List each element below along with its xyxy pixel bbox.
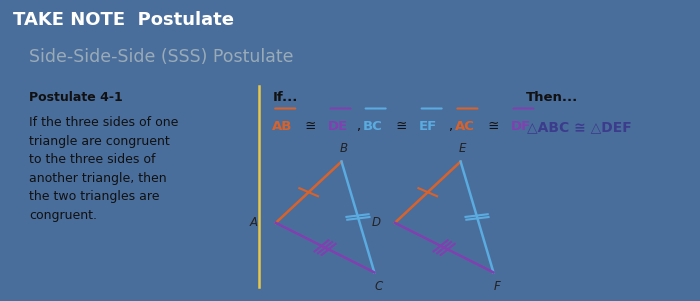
Text: DF: DF (510, 120, 531, 133)
Text: AC: AC (454, 120, 475, 133)
Text: ,: , (448, 120, 452, 133)
Text: Postulate 4-1: Postulate 4-1 (29, 91, 123, 104)
Text: C: C (374, 280, 383, 293)
Text: E: E (459, 142, 466, 155)
Text: EF: EF (419, 120, 437, 133)
Text: B: B (340, 142, 348, 155)
Text: DE: DE (328, 120, 348, 133)
Text: ≅: ≅ (301, 120, 321, 133)
Text: If...: If... (272, 91, 298, 104)
Text: D: D (372, 216, 381, 229)
Text: AB: AB (272, 120, 293, 133)
Text: A: A (249, 216, 258, 229)
Text: Side-Side-Side (SSS) Postulate: Side-Side-Side (SSS) Postulate (29, 48, 294, 66)
Text: BC: BC (363, 120, 383, 133)
Text: F: F (494, 280, 501, 293)
Text: Then...: Then... (526, 91, 578, 104)
Text: ≅: ≅ (484, 120, 503, 133)
Text: ≅: ≅ (392, 120, 412, 133)
Text: TAKE NOTE  Postulate: TAKE NOTE Postulate (13, 11, 234, 29)
Text: If the three sides of one
triangle are congruent
to the three sides of
another t: If the three sides of one triangle are c… (29, 116, 178, 222)
Text: ,: , (356, 120, 360, 133)
Text: △ABC ≅ △DEF: △ABC ≅ △DEF (527, 120, 631, 134)
